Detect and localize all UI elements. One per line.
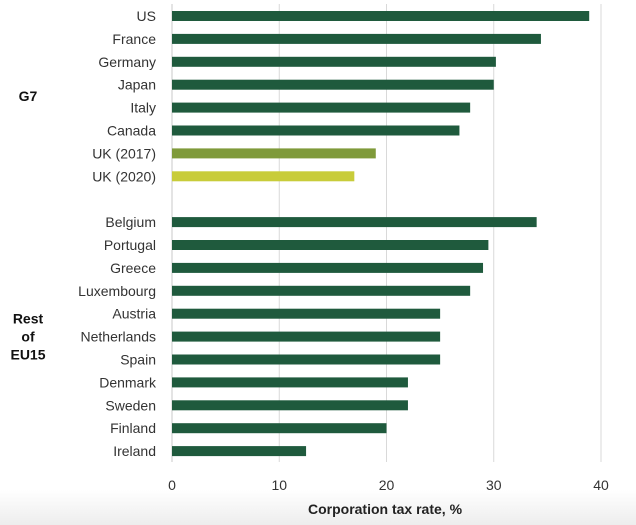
category-label: Belgium (105, 214, 156, 230)
x-tick-label: 0 (168, 477, 176, 493)
category-label: Finland (110, 420, 156, 436)
group-labels: G7 Rest of EU15 (10, 88, 45, 362)
x-axis-title: Corporation tax rate, % (308, 501, 463, 517)
bar (172, 79, 494, 90)
group-label: of (21, 329, 35, 345)
category-label: UK (2017) (92, 145, 156, 161)
bar (172, 148, 376, 159)
bars (172, 11, 590, 457)
category-label: Canada (107, 123, 156, 139)
bar (172, 446, 307, 457)
group-label: EU15 (10, 347, 45, 363)
x-tick-label: 40 (593, 477, 609, 493)
group-label: G7 (19, 88, 38, 104)
category-label: Denmark (99, 374, 157, 390)
bar (172, 102, 471, 113)
category-label: Italy (130, 100, 156, 116)
category-label: Sweden (105, 397, 156, 413)
category-label: Spain (120, 352, 156, 368)
category-label: Japan (118, 77, 156, 93)
bar (172, 423, 387, 434)
bar (172, 354, 441, 365)
bar (172, 308, 441, 319)
bar (172, 262, 484, 273)
bar (172, 400, 408, 411)
bar (172, 240, 489, 250)
category-label: US (137, 8, 156, 24)
x-tick-label: 10 (271, 477, 287, 493)
bar (172, 377, 408, 388)
grid-lines (171, 4, 602, 462)
category-label: Netherlands (81, 329, 157, 345)
bar (172, 11, 590, 21)
category-label: UK (2020) (92, 168, 156, 184)
category-label: Greece (110, 260, 156, 276)
bottom-band (0, 490, 636, 525)
bar (172, 217, 537, 228)
bar (172, 33, 541, 44)
category-label: Portugal (104, 237, 156, 253)
bar (172, 171, 355, 182)
category-label: France (112, 31, 156, 47)
bar (172, 56, 496, 67)
category-label: Luxembourg (78, 283, 156, 299)
bar (172, 331, 441, 342)
x-tick-label: 20 (379, 477, 395, 493)
category-labels: US France Germany Japan Italy Canada UK (2017)… (78, 8, 157, 459)
category-label: Germany (98, 54, 156, 70)
group-label: Rest (13, 311, 44, 327)
bar (172, 125, 460, 136)
x-tick-label: 30 (486, 477, 502, 493)
bar (172, 285, 471, 296)
category-label: Ireland (113, 443, 156, 459)
category-label: Austria (112, 306, 156, 322)
x-axis-ticks: 0 10 20 30 40 (168, 477, 609, 493)
